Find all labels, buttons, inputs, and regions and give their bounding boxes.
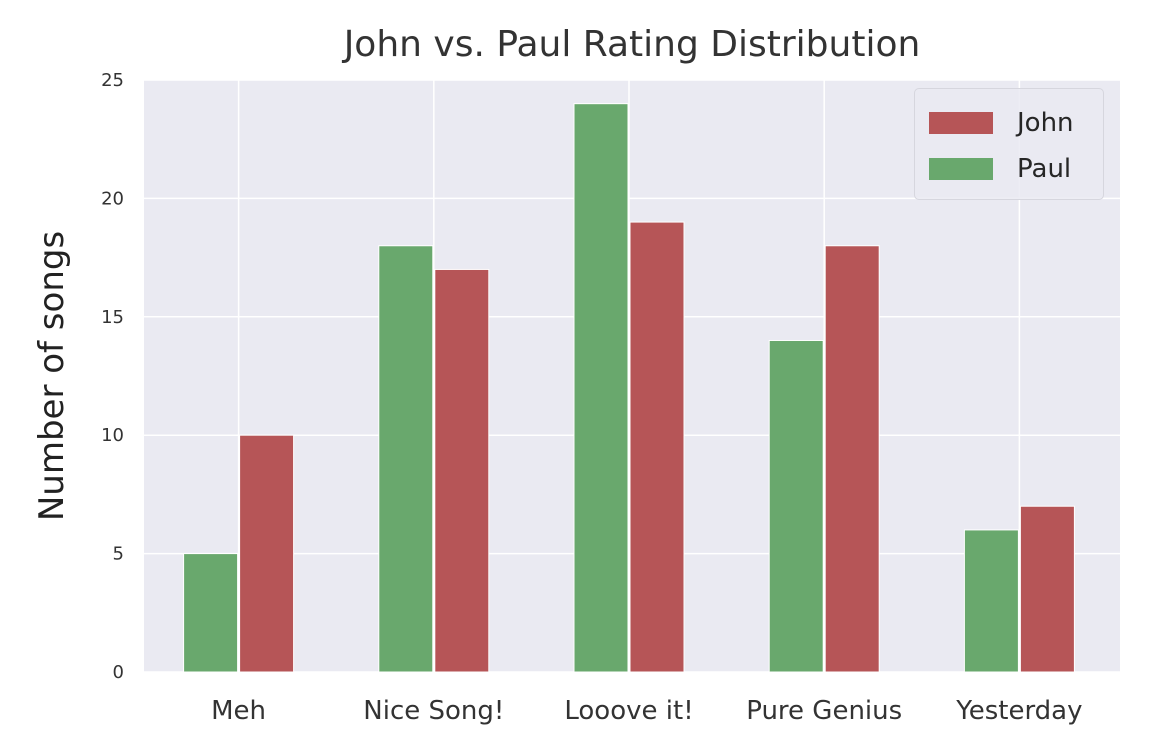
bar-paul-1 (378, 245, 434, 673)
y-axis-label: Number of songs (32, 230, 72, 522)
chart-title: John vs. Paul Rating Distribution (343, 24, 921, 65)
x-tick-label: Yesterday (955, 696, 1082, 726)
y-tick-label: 25 (101, 70, 124, 91)
y-tick-label: 0 (113, 662, 124, 683)
legend-swatch-john (929, 112, 993, 134)
x-tick-label: Nice Song! (363, 696, 504, 726)
x-tick-label: Pure Genius (746, 696, 902, 726)
bar-paul-4 (963, 529, 1019, 673)
y-tick-label: 15 (101, 307, 124, 328)
bar-john-2 (629, 221, 685, 673)
legend-swatch-paul (929, 158, 993, 180)
bar-john-3 (824, 245, 880, 673)
legend-label-john: John (1017, 108, 1074, 138)
legend-item-paul: Paul (929, 151, 1071, 187)
x-tick-label: Looove it! (564, 696, 693, 726)
y-tick-label: 5 (113, 544, 124, 565)
legend-item-john: John (929, 105, 1074, 141)
x-tick-labels: Meh Nice Song! Looove it! Pure Genius Yester… (211, 696, 1082, 726)
bar-paul-0 (183, 553, 239, 673)
bars (183, 103, 1075, 673)
bar-john-1 (434, 268, 490, 673)
bar-john-0 (239, 434, 295, 673)
legend-label-paul: Paul (1017, 154, 1072, 184)
bar-paul-2 (573, 103, 629, 673)
legend: John Paul (914, 88, 1104, 200)
bar-john-4 (1019, 505, 1075, 673)
x-tick-label: Meh (211, 696, 266, 726)
y-tick-labels: 0 5 10 15 20 25 (101, 70, 124, 683)
y-tick-label: 20 (101, 188, 124, 209)
bar-paul-3 (768, 339, 824, 673)
y-tick-label: 10 (101, 425, 124, 446)
